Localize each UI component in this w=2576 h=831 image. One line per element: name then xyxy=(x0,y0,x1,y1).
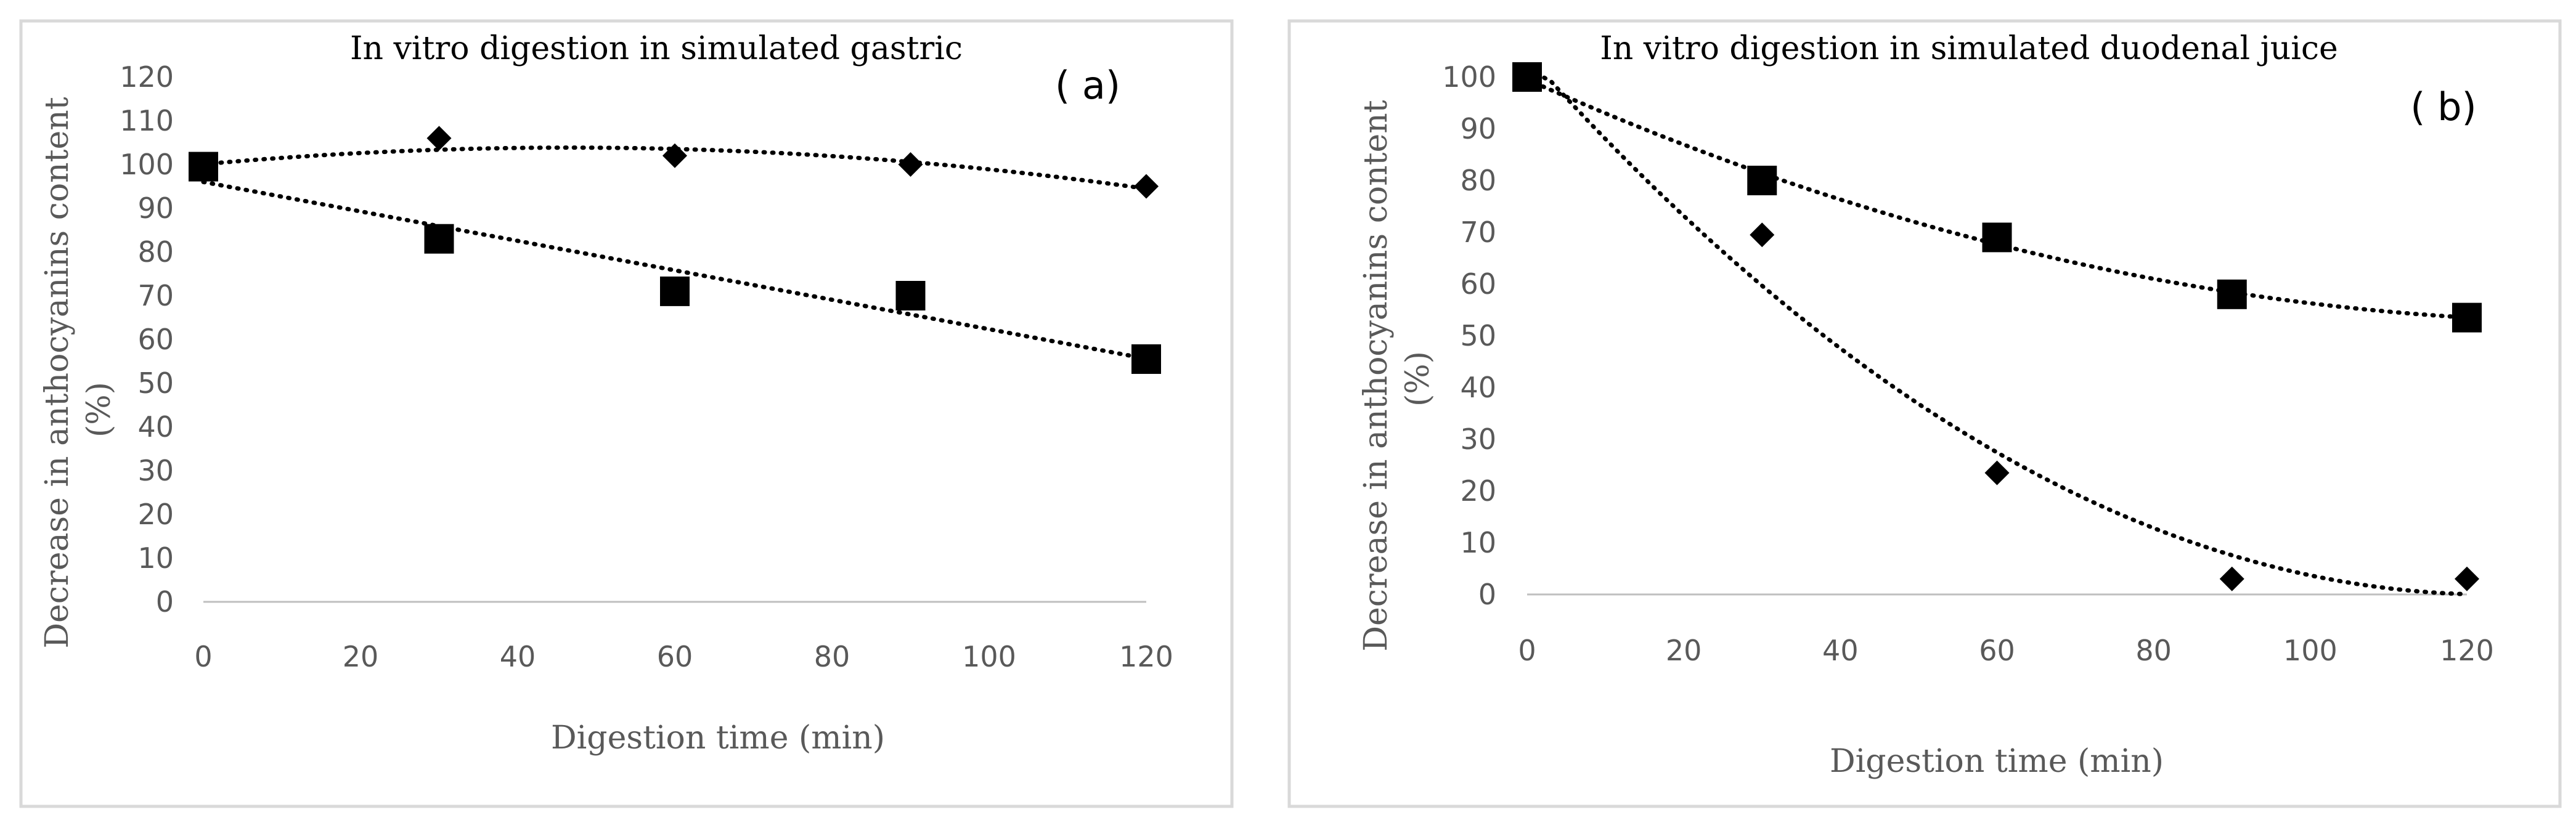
y-tick-label: 60 xyxy=(137,323,174,356)
y-tick-label: 80 xyxy=(137,235,174,269)
panel-label: ( a) xyxy=(1055,63,1120,108)
data-point-diamond xyxy=(898,152,923,177)
y-tick-label: 40 xyxy=(137,410,174,444)
y-tick-label: 30 xyxy=(137,454,174,487)
x-tick-label: 60 xyxy=(1979,634,2015,667)
y-tick-label: 90 xyxy=(137,192,174,225)
y-tick-label: 40 xyxy=(1460,371,1496,404)
data-point-diamond xyxy=(1750,222,1775,248)
data-point-diamond xyxy=(2455,566,2479,591)
trendline-diamond xyxy=(1525,75,2469,596)
y-axis-ticks: 0 10 20 30 40 50 60 70 80 90 100 xyxy=(1442,60,1496,611)
trendline-diamond xyxy=(201,145,1149,191)
y-tick-label: 20 xyxy=(137,498,174,531)
data-point-square xyxy=(2217,279,2247,309)
data-point-diamond xyxy=(1134,174,1159,199)
data-point-square xyxy=(1982,222,2012,253)
data-point-square xyxy=(189,152,218,182)
y-tick-label: 120 xyxy=(120,60,174,94)
trendlines xyxy=(201,145,1149,361)
y-tick-label: 70 xyxy=(1460,216,1496,249)
y-axis-title: Decrease in anthocyanins content xyxy=(1358,100,1395,651)
chart-title: In vitro digestion in simulated gastric xyxy=(350,30,963,67)
chart-panel-b: In vitro digestion in simulated duodenal… xyxy=(1287,19,2562,808)
x-axis-title: Digestion time (min) xyxy=(1830,743,2164,780)
x-tick-label: 100 xyxy=(962,640,1016,673)
x-tick-label: 20 xyxy=(343,640,379,673)
data-point-square xyxy=(2452,302,2482,333)
data-point-diamond xyxy=(426,126,452,151)
x-axis-ticks: 0 20 40 60 80 100 120 xyxy=(1518,634,2494,667)
data-points xyxy=(1512,62,2482,591)
data-point-diamond xyxy=(662,143,687,168)
x-tick-label: 80 xyxy=(2135,634,2172,667)
data-point-square xyxy=(1512,62,1542,92)
chart-panel-a: In vitro digestion in simulated gastric … xyxy=(19,19,1234,808)
y-tick-label: 90 xyxy=(1460,112,1496,145)
y-tick-label: 10 xyxy=(137,541,174,575)
panel-b-frame xyxy=(1287,19,2562,808)
x-axis-ticks: 0 20 40 60 80 100 120 xyxy=(194,640,1173,673)
data-point-square xyxy=(660,276,690,306)
data-point-square xyxy=(895,281,926,310)
y-axis-title-unit: (%) xyxy=(81,382,118,437)
y-tick-label: 100 xyxy=(120,148,174,181)
y-axis-ticks: 0 10 20 30 40 50 60 70 80 90 100 110 120 xyxy=(120,60,174,618)
y-tick-label: 50 xyxy=(1460,319,1496,352)
y-tick-label: 50 xyxy=(137,367,174,400)
panel-a-frame xyxy=(19,19,1234,808)
y-tick-label: 110 xyxy=(120,104,174,137)
x-tick-label: 40 xyxy=(500,640,536,673)
x-tick-label: 60 xyxy=(657,640,693,673)
x-tick-label: 20 xyxy=(1666,634,1702,667)
data-points xyxy=(189,126,1161,374)
y-tick-label: 10 xyxy=(1460,526,1496,559)
x-tick-label: 0 xyxy=(1518,634,1536,667)
x-tick-label: 80 xyxy=(814,640,850,673)
x-tick-label: 0 xyxy=(194,640,212,673)
y-tick-label: 0 xyxy=(156,585,174,618)
y-axis-title: Decrease in anthocyanins content xyxy=(39,97,76,648)
x-axis-title: Digestion time (min) xyxy=(551,720,885,756)
y-tick-label: 100 xyxy=(1442,60,1496,94)
chart-title: In vitro digestion in simulated duodenal… xyxy=(1600,30,2338,67)
y-tick-label: 70 xyxy=(137,279,174,312)
y-tick-label: 30 xyxy=(1460,423,1496,456)
y-axis-title-unit: (%) xyxy=(1400,351,1437,407)
x-tick-label: 40 xyxy=(1822,634,1859,667)
y-tick-label: 80 xyxy=(1460,164,1496,197)
y-tick-label: 0 xyxy=(1478,578,1496,611)
y-tick-label: 20 xyxy=(1460,474,1496,508)
y-tick-label: 60 xyxy=(1460,267,1496,301)
panel-label: ( b) xyxy=(2410,84,2476,129)
x-tick-label: 100 xyxy=(2283,634,2338,667)
x-tick-label: 120 xyxy=(2440,634,2494,667)
data-point-square xyxy=(424,224,454,254)
data-point-diamond xyxy=(1984,460,2010,485)
data-point-square xyxy=(1747,166,1777,195)
x-tick-label: 120 xyxy=(1119,640,1173,673)
data-point-square xyxy=(1131,344,1161,374)
data-point-diamond xyxy=(2219,566,2244,591)
